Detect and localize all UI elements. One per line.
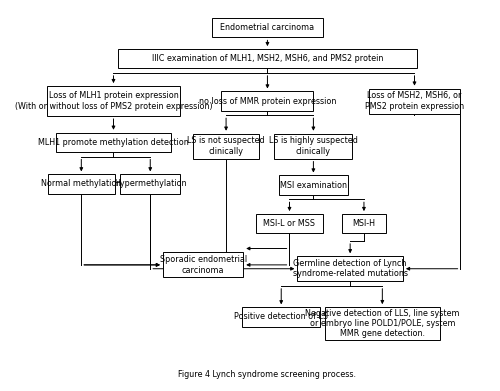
Text: Loss of MSH2, MSH6, or
PMS2 protein expression: Loss of MSH2, MSH6, or PMS2 protein expr… [365,91,464,111]
Text: Hypermethylation: Hypermethylation [114,179,186,188]
Bar [120,174,180,194]
Bar [47,86,180,116]
Bar [298,256,403,281]
Bar [242,307,320,326]
Text: MSI examination: MSI examination [280,181,347,190]
Text: Sporadic endometrial
carcinoma: Sporadic endometrial carcinoma [160,255,246,274]
Text: LS is highly suspected
clinically: LS is highly suspected clinically [269,136,358,156]
Text: Germline detection of Lynch
syndrome-related mutations: Germline detection of Lynch syndrome-rel… [292,259,408,278]
Text: IIIC examination of MLH1, MSH2, MSH6, and PMS2 protein: IIIC examination of MLH1, MSH2, MSH6, an… [152,54,383,63]
Text: LS is not suspected
clinically: LS is not suspected clinically [188,136,265,156]
Bar [163,252,244,277]
Bar [193,134,260,159]
Bar [279,176,348,195]
Text: Endometrial carcinoma: Endometrial carcinoma [220,23,314,32]
Text: no loss of MMR protein expression: no loss of MMR protein expression [199,97,336,106]
Text: MSI-H: MSI-H [352,219,376,228]
Text: Figure 4 Lynch syndrome screening process.: Figure 4 Lynch syndrome screening proces… [178,370,356,379]
Text: MLH1 promote methylation detection: MLH1 promote methylation detection [38,138,189,147]
Bar [325,307,440,340]
Bar [368,88,460,114]
Bar [274,134,352,159]
Bar [48,174,114,194]
Text: Normal methylation: Normal methylation [41,179,121,188]
Text: Positive detection of LS: Positive detection of LS [234,312,328,321]
Bar [212,18,322,38]
Bar [56,133,171,152]
Bar [256,214,323,233]
Text: Negative detection of LLS, line system
or embryo line POLD1/POLE, system
MMR gen: Negative detection of LLS, line system o… [305,308,460,338]
Bar [222,91,314,111]
Text: Loss of MLH1 protein expression
(With or without loss of PMS2 protein expression: Loss of MLH1 protein expression (With or… [14,91,212,111]
Text: MSI-L or MSS: MSI-L or MSS [264,219,316,228]
Bar [342,214,386,233]
Bar [118,49,417,68]
